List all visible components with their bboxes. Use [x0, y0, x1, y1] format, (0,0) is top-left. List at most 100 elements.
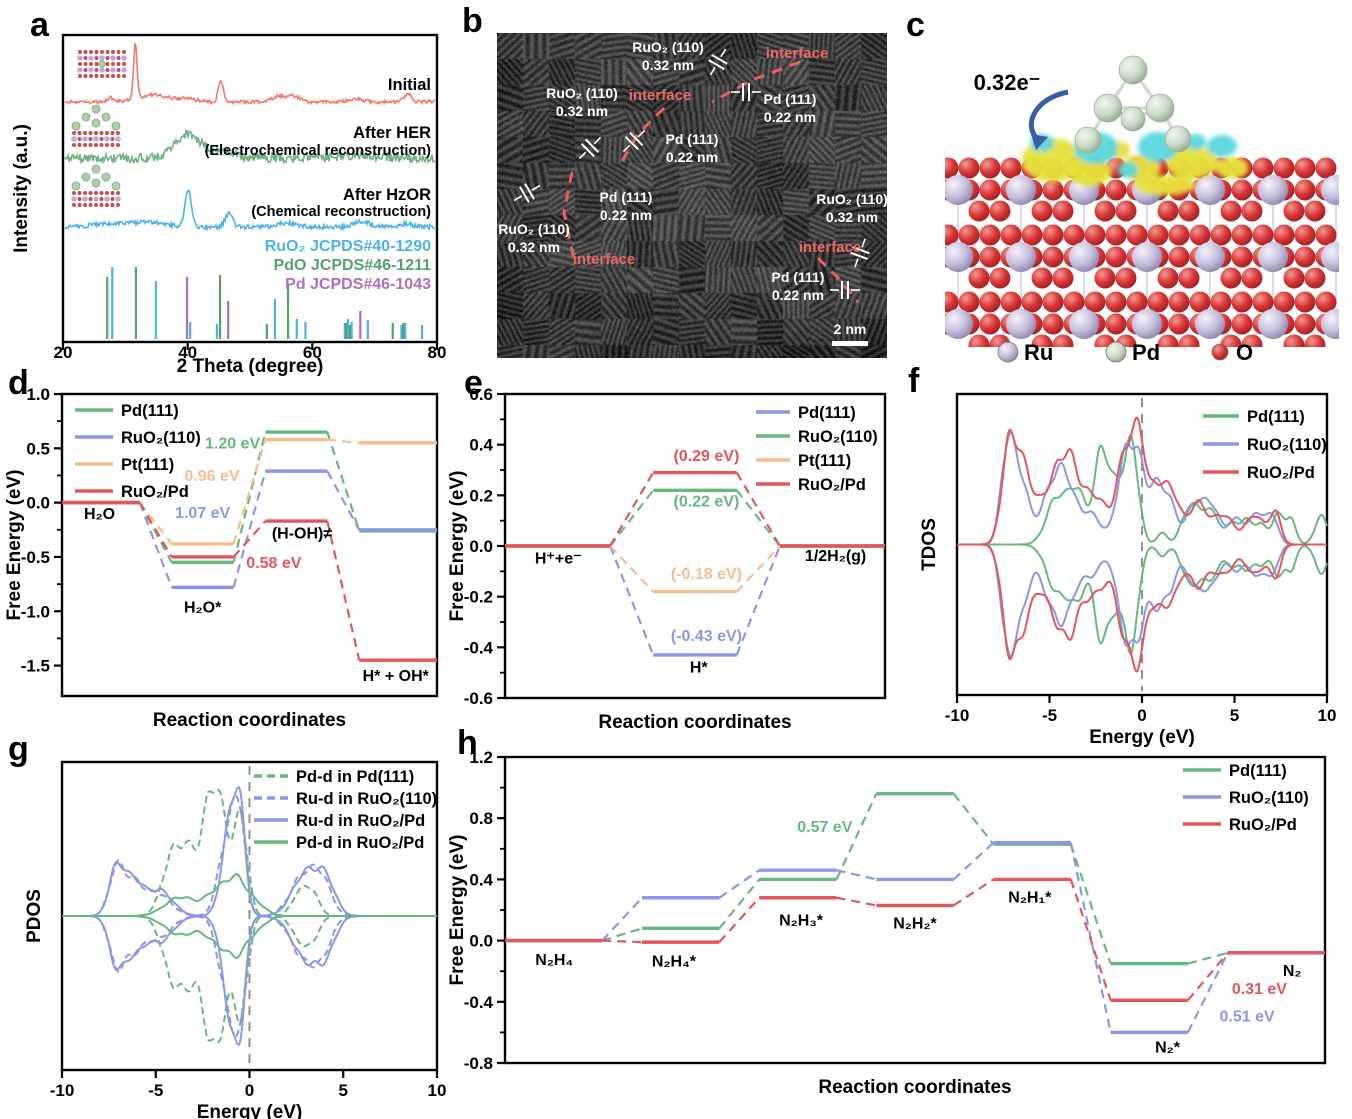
- o-atom: [1178, 334, 1200, 347]
- panel-letter-h: h: [457, 724, 478, 762]
- charge-accumulation-blob: [1166, 145, 1218, 179]
- panel-e-chart: 0.6 0.4 0.2 0.0 -0.2 -0.4 -0.6 Free Energy (eV)…: [447, 385, 887, 733]
- o-atom: [116, 50, 121, 54]
- o-atom: [83, 203, 87, 207]
- inset-structure-reconstructed-icon: [71, 164, 121, 207]
- ru-o-atom: [88, 137, 93, 141]
- dos-curve-Pd(111)-down: [957, 543, 1328, 656]
- lattice-plane-label: RuO₂ (110): [816, 191, 888, 207]
- o-atom: [945, 157, 959, 179]
- y-tick-label: -0.4: [464, 993, 494, 1012]
- energy-annotation: (0.22 eV): [673, 494, 739, 511]
- lattice-spacing-mark-icon: [513, 183, 541, 203]
- o-atom: [83, 50, 88, 54]
- y-tick-label: 0.6: [469, 385, 493, 404]
- y-tick-label: 0.0: [26, 494, 50, 513]
- o-atom: [116, 203, 120, 207]
- atom-legend-label: Pd: [1132, 340, 1160, 365]
- lattice-spacing-label: 0.32 nm: [508, 239, 560, 255]
- o-atom: [1252, 157, 1274, 179]
- step-connector: [232, 520, 267, 558]
- step-series-RuO₂(110): [505, 840, 1325, 1035]
- o-atom: [1157, 200, 1179, 222]
- legend-label: Pd-d in RuO₂/Pd: [296, 834, 424, 852]
- o-atom: [1294, 246, 1316, 268]
- legend-label: RuO₂/Pd: [1229, 816, 1297, 834]
- reference-sticks-PdO JCPDS#46-1211: [106, 267, 405, 339]
- energy-annotation: 1.07 eV: [175, 505, 230, 522]
- o-atom: [1231, 179, 1253, 201]
- o-atom: [1294, 291, 1316, 313]
- o-atom: [1189, 224, 1211, 246]
- ru-atom: [1258, 175, 1288, 205]
- y-tick-label: 1.0: [26, 385, 50, 404]
- o-atom: [1273, 224, 1295, 246]
- o-atom: [1347, 268, 1352, 289]
- pd-atom: [111, 181, 121, 191]
- o-atom: [1115, 267, 1137, 289]
- o-atom: [1084, 291, 1106, 313]
- o-atom: [111, 74, 115, 78]
- o-atom: [1168, 291, 1190, 313]
- dos-curve-RuO₂/Pd-up: [957, 416, 1327, 546]
- y-tick-label: -0.4: [464, 638, 494, 657]
- x-axis-label: Reaction coordinates: [153, 710, 346, 731]
- step-connector: [718, 897, 761, 943]
- pd-atom: [91, 118, 101, 128]
- line: [720, 48, 727, 58]
- o-atom: [1178, 200, 1200, 222]
- lattice-spacing-mark-icon: [731, 83, 761, 101]
- o-atom: [1283, 334, 1305, 347]
- panel-h-chart: 1.2 0.8 0.4 0.0 -0.4 -0.8 Free Energy (eV) Reac…: [447, 748, 1327, 1098]
- panel-b-annotations: RuO₂ (110) 0.32 nm RuO₂ (110) 0.32 nm Pd (11…: [498, 39, 888, 346]
- x-tick-label: 40: [178, 343, 197, 362]
- ru-o-atom: [88, 67, 94, 73]
- step-connector: [1187, 952, 1229, 1001]
- x-tick-label: -10: [50, 1081, 75, 1100]
- o-atom: [83, 62, 88, 66]
- line: [624, 136, 639, 151]
- state-label: N₂H₄*: [652, 954, 697, 971]
- o-atom: [958, 291, 980, 313]
- legend-label: RuO₂/Pd: [121, 483, 189, 501]
- o-atom: [945, 291, 959, 313]
- step-connector: [609, 545, 655, 656]
- x-tick-label: -5: [148, 1081, 163, 1100]
- ru-atom-legend-icon: [997, 341, 1019, 363]
- o-atom: [1042, 291, 1064, 313]
- legend-label: Ru-d in RuO₂(110): [296, 790, 437, 808]
- xrd-curve-Initial: [64, 42, 436, 106]
- ru-o-atom: [82, 196, 88, 202]
- pd-atom: [71, 181, 81, 191]
- legend-label: Pd(111): [1247, 408, 1305, 426]
- o-atom: [989, 267, 1011, 289]
- legend-label: RuO₂(110): [1229, 789, 1309, 807]
- lattice-spacing-label: 0.32 nm: [826, 209, 878, 225]
- o-atom: [1105, 313, 1127, 335]
- o-atom-legend-icon: [1211, 343, 1229, 361]
- ru-o-atom: [121, 67, 127, 73]
- o-atom: [77, 203, 82, 207]
- energy-annotation: (-0.43 eV): [671, 628, 742, 645]
- x-tick-label: 0: [245, 1081, 254, 1100]
- x-tick-label: 0: [1137, 706, 1146, 725]
- x-tick-label: 5: [1230, 706, 1239, 725]
- o-atom: [83, 74, 88, 78]
- o-atom: [94, 203, 98, 207]
- o-atom: [979, 246, 1001, 268]
- ru-o-atom: [77, 67, 83, 73]
- o-atom: [99, 191, 104, 195]
- x-tick-label: 5: [339, 1081, 348, 1100]
- o-atom: [1231, 224, 1253, 246]
- legend-label: RuO₂(110): [121, 429, 201, 447]
- panel-g-chart: -10 -5 0 5 10 Energy (eV) PDOS Pd-d in Pd(111) R…: [24, 760, 446, 1119]
- o-atom: [1241, 267, 1263, 289]
- o-atom: [1000, 224, 1022, 246]
- o-atom: [122, 62, 126, 66]
- o-atom: [1283, 267, 1305, 289]
- o-atom: [1210, 291, 1232, 313]
- x-tick-label: 80: [428, 343, 447, 362]
- o-atom: [1031, 267, 1053, 289]
- o-atom: [116, 74, 121, 78]
- pd-atom: [71, 121, 81, 131]
